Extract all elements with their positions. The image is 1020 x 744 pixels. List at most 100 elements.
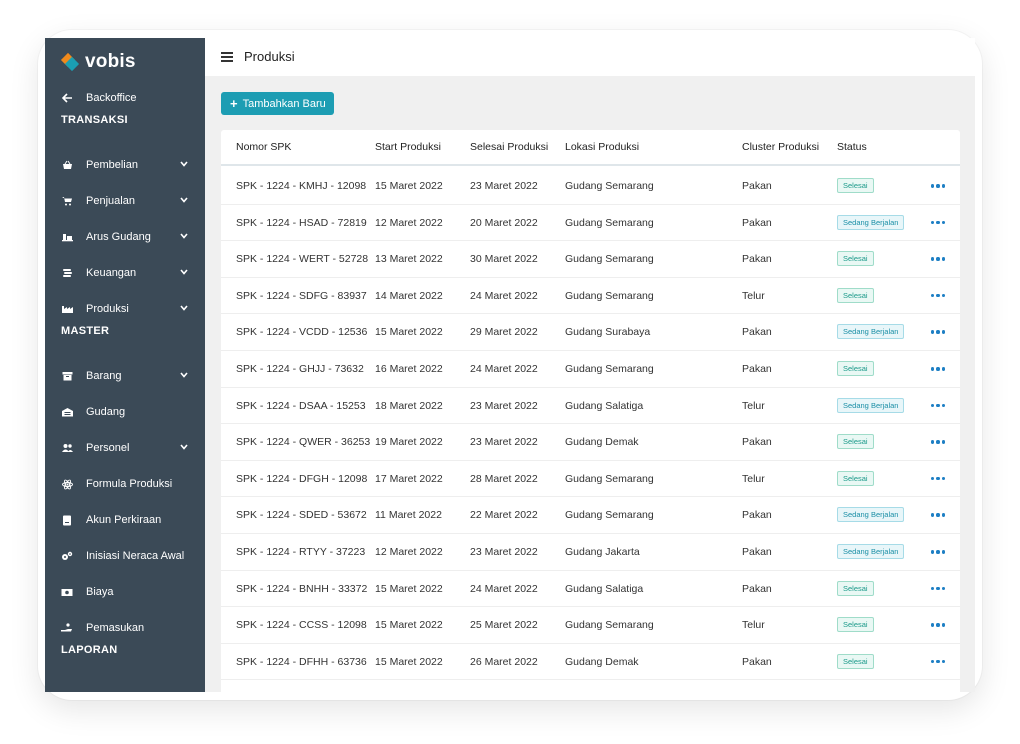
col-nomor-spk-cell: SPK - 1224 - KMHJ - 12098 (236, 180, 367, 192)
more-dots-icon[interactable] (931, 586, 945, 591)
status-badge: Sedang Berjalan (837, 214, 905, 230)
table-row[interactable]: SPK - 1224 - GHJJ - 73632 16 Maret 2022 24… (221, 351, 960, 388)
col-selesai-produksi-cell: 24 Maret 2022 (470, 289, 538, 302)
table-row[interactable]: SPK - 1224 - CCSS - 12098 15 Maret 2022 25… (221, 607, 960, 644)
col-nomor-spk-cell: SPK - 1224 - DFGH - 12098 (236, 472, 368, 485)
chevron-down-icon[interactable] (180, 161, 188, 169)
table-row[interactable]: SPK - 1224 - HSAD - 72819 12 Maret 2022 20… (221, 205, 960, 242)
vobis-logo-icon (60, 52, 80, 72)
chevron-down-icon[interactable] (180, 197, 188, 205)
hamburger-menu-icon[interactable] (221, 52, 233, 62)
more-dots-icon[interactable] (931, 476, 945, 481)
table-row[interactable]: SPK - 1224 - DSAA - 15253 18 Maret 2022 23… (221, 388, 960, 425)
sidebar-item-inisiasi-neraca-awal[interactable]: Inisiasi Neraca Awal (45, 541, 205, 571)
col-selesai-produksi-cell: 22 Maret 2022 (470, 509, 538, 522)
box-icon (61, 370, 73, 382)
col-cluster-produksi-cell: Pakan (742, 363, 772, 375)
brand-name: vobis (85, 51, 136, 72)
col-nomor-spk-header[interactable]: Nomor SPK (236, 141, 292, 153)
table-row[interactable]: SPK - 1224 - WERT - 52728 13 Maret 2022 30… (221, 241, 960, 278)
atom-icon (61, 478, 73, 490)
chevron-down-icon[interactable] (180, 372, 188, 380)
col-nomor-spk-cell: SPK - 1224 - GHJJ - 73632 (236, 363, 364, 375)
status-badge: Sedang Berjalan (837, 324, 905, 340)
col-nomor-spk-cell: SPK - 1224 - RTYY - 37223 (236, 546, 366, 558)
col-status-header[interactable]: Status (837, 141, 867, 153)
sidebar-item-personel[interactable]: Personel (45, 433, 205, 463)
more-dots-icon[interactable] (931, 659, 945, 664)
sidebar-section-master: MASTER (61, 325, 110, 337)
more-dots-icon[interactable] (931, 623, 945, 627)
hand-coin-icon (61, 622, 73, 634)
sidebar-item-pemasukan[interactable]: Pemasukan (45, 613, 205, 643)
col-cluster-produksi-cell: Telur (742, 619, 765, 632)
col-cluster-produksi-cell: Pakan (742, 253, 772, 266)
table-row[interactable]: SPK - 1224 - BNHH - 33372 15 Maret 2022 24… (221, 571, 960, 608)
sidebar: vobis Backoffice TRANSAKSI Pembelian Penjua… (45, 38, 205, 692)
more-dots-icon[interactable] (931, 403, 945, 408)
top-bar: Produksi (205, 38, 975, 76)
col-start-produksi-header[interactable]: Start Produksi (375, 141, 441, 153)
more-dots-icon[interactable] (931, 330, 945, 334)
col-selesai-produksi-cell: 20 Maret 2022 (470, 216, 538, 229)
col-lokasi-produksi-header[interactable]: Lokasi Produksi (565, 141, 640, 153)
col-nomor-spk-cell: SPK - 1224 - HSAD - 72819 (236, 216, 367, 229)
col-nomor-spk-cell: SPK - 1224 - BNHH - 33372 (236, 582, 368, 595)
col-cluster-produksi-cell: Telur (742, 289, 765, 302)
table-row[interactable]: SPK - 1224 - RTYY - 37223 12 Maret 2022 23… (221, 534, 960, 571)
more-dots-icon[interactable] (931, 220, 945, 225)
sidebar-item-pembelian[interactable]: Pembelian (45, 150, 205, 180)
col-selesai-produksi-cell: 25 Maret 2022 (470, 619, 538, 632)
status-badge: Selesai (837, 470, 874, 486)
more-dots-icon[interactable] (931, 367, 945, 371)
sidebar-item-label: Gudang (86, 406, 126, 418)
table-row[interactable]: SPK - 1224 - SDED - 53672 11 Maret 2022 22… (221, 497, 960, 534)
col-selesai-produksi-header[interactable]: Selesai Produksi (470, 141, 549, 153)
sidebar-item-produksi[interactable]: Produksi (45, 294, 205, 324)
col-selesai-produksi-cell: 23 Maret 2022 (470, 180, 538, 192)
sidebar-item-gudang[interactable]: Gudang (45, 397, 205, 427)
more-dots-icon[interactable] (931, 440, 945, 444)
sidebar-item-keuangan[interactable]: Keuangan (45, 258, 205, 288)
more-dots-icon[interactable] (931, 184, 945, 188)
sidebar-item-arus-gudang[interactable]: Arus Gudang (45, 222, 205, 252)
status-badge: Sedang Berjalan (837, 507, 905, 523)
chevron-down-icon[interactable] (180, 269, 188, 277)
chevron-down-icon[interactable] (180, 444, 188, 452)
more-dots-icon[interactable] (931, 257, 945, 261)
sidebar-item-akun-perkiraan[interactable]: Akun Perkiraan (45, 505, 205, 535)
more-dots-icon[interactable] (931, 550, 945, 554)
chevron-down-icon[interactable] (180, 233, 188, 241)
sidebar-item-barang[interactable]: Barang (45, 361, 205, 391)
col-selesai-produksi-cell: 23 Maret 2022 (470, 436, 538, 449)
brand[interactable]: vobis (60, 50, 136, 74)
col-cluster-produksi-header[interactable]: Cluster Produksi (742, 141, 820, 153)
table-row[interactable]: SPK - 1224 - KMHJ - 12098 15 Maret 2022 23… (221, 168, 960, 205)
table-row[interactable]: SPK - 1224 - DFHH - 63736 15 Maret 2022 26… (221, 644, 960, 681)
add-new-button[interactable]: + Tambahkan Baru (221, 92, 334, 115)
col-nomor-spk-cell: SPK - 1224 - SDFG - 83937 (236, 289, 367, 302)
more-dots-icon[interactable] (931, 513, 945, 517)
table-row[interactable]: SPK - 1224 - QWER - 36253 19 Maret 2022 23… (221, 424, 960, 461)
sidebar-item-label: Biaya (86, 586, 114, 598)
sidebar-item-biaya[interactable]: Biaya (45, 577, 205, 607)
col-lokasi-produksi-cell: Gudang Jakarta (565, 546, 640, 558)
sidebar-item-label: Keuangan (86, 267, 137, 279)
col-selesai-produksi-cell: 23 Maret 2022 (470, 399, 538, 412)
table-row[interactable]: SPK - 1224 - VCDD - 12536 15 Maret 2022 29… (221, 314, 960, 351)
warehouse-flow-icon (61, 231, 73, 243)
col-nomor-spk-cell: SPK - 1224 - DFHH - 63736 (236, 655, 367, 668)
col-selesai-produksi-cell: 28 Maret 2022 (470, 472, 538, 485)
table-header: Nomor SPK Start Produksi Selesai Produksi L… (221, 130, 960, 166)
table-row[interactable]: SPK - 1224 - SDFG - 83937 14 Maret 2022 24… (221, 278, 960, 315)
sidebar-item-penjualan[interactable]: Penjualan (45, 186, 205, 216)
col-nomor-spk-cell: SPK - 1224 - DSAA - 15253 (236, 399, 366, 412)
chevron-down-icon[interactable] (180, 305, 188, 313)
table-row[interactable]: SPK - 1224 - DFGH - 12098 17 Maret 2022 28… (221, 461, 960, 498)
more-dots-icon[interactable] (931, 293, 945, 298)
production-table: Nomor SPK Start Produksi Selesai Produksi L… (221, 130, 960, 692)
back-to-backoffice-link[interactable]: Backoffice (45, 83, 205, 113)
sidebar-item-formula-produksi[interactable]: Formula Produksi (45, 469, 205, 499)
col-lokasi-produksi-cell: Gudang Demak (565, 436, 639, 449)
status-badge: Selesai (837, 434, 874, 450)
